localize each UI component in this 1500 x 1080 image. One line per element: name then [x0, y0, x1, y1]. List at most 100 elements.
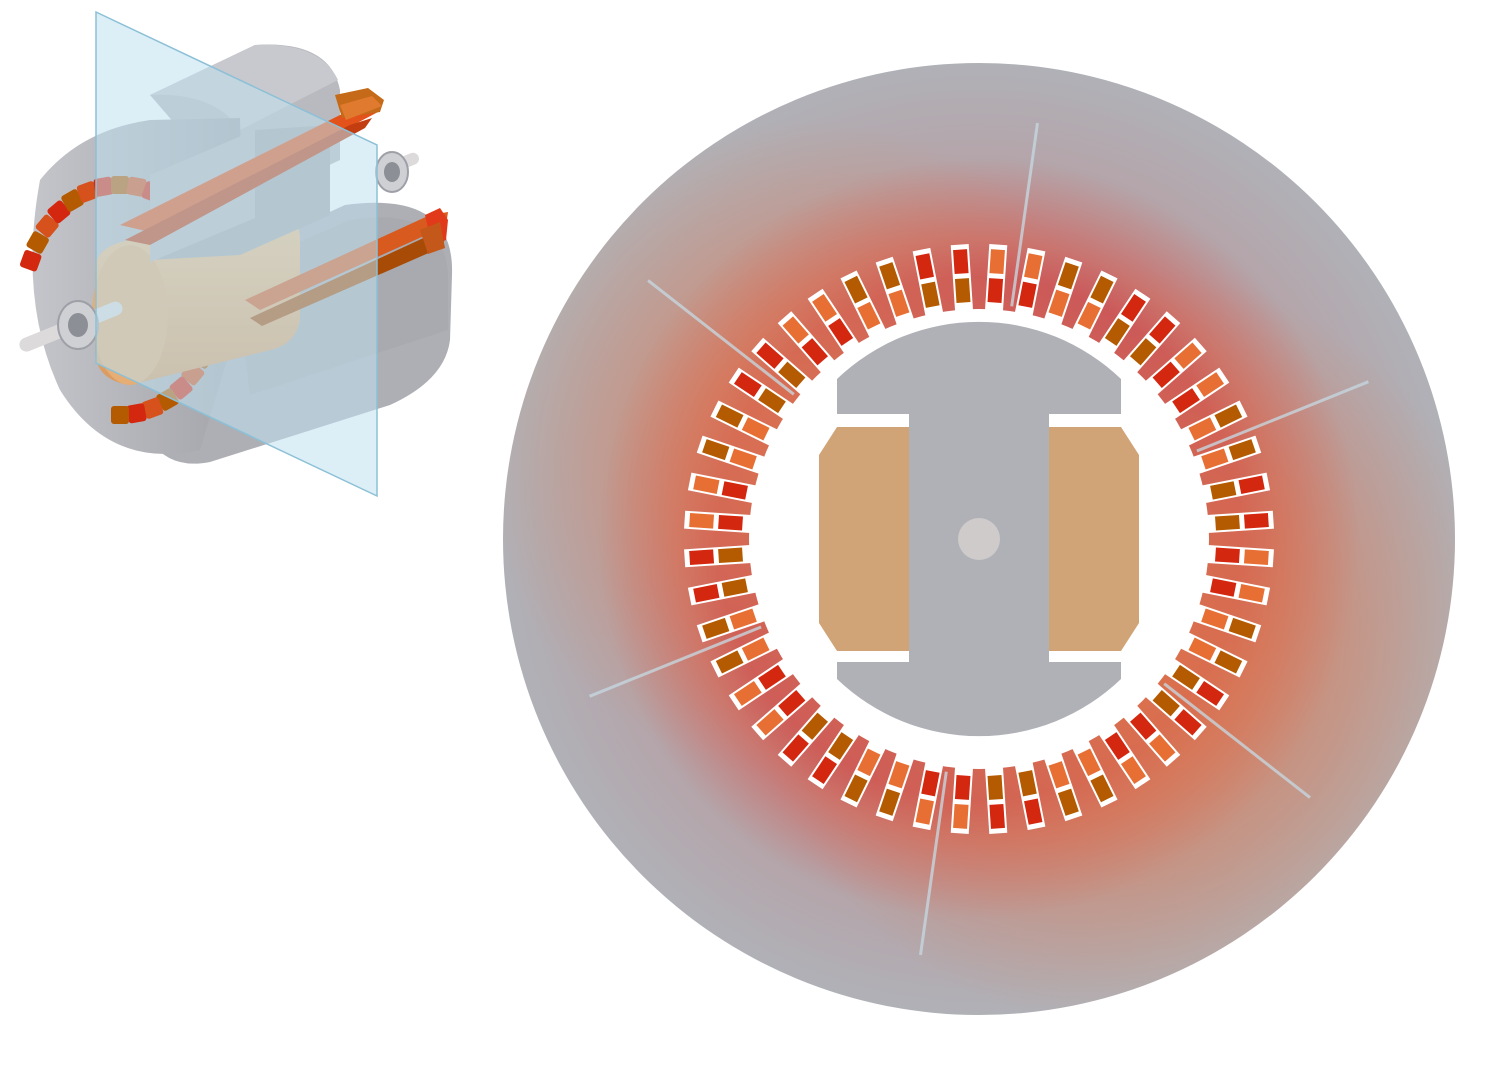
end-turn-coil — [20, 250, 42, 272]
stator-slot — [1176, 630, 1248, 678]
coil-side-inner — [888, 761, 910, 789]
coil-side-outer — [756, 342, 784, 369]
coil-side-outer — [1174, 709, 1202, 736]
stator-slot — [687, 574, 761, 606]
coil-side-outer — [1228, 439, 1256, 461]
stator-slot — [684, 544, 756, 568]
end-turn-coil — [126, 403, 147, 424]
stator-slot — [840, 270, 888, 342]
stator-slot — [696, 602, 769, 643]
stator-slot — [1096, 721, 1151, 790]
coil-side-outer — [702, 439, 730, 461]
coil-side-inner — [857, 301, 881, 330]
stator-slot — [1197, 472, 1271, 504]
stator-slot — [1014, 757, 1046, 831]
end-turn-coil — [47, 200, 71, 224]
stator-slot — [710, 400, 782, 448]
rotor-winding-right — [1049, 427, 1139, 651]
coil-side-outer — [702, 617, 730, 639]
coil-side-outer — [1120, 293, 1146, 322]
end-turn-coil — [76, 181, 99, 203]
segment-joint — [647, 279, 795, 396]
coil-side-outer — [756, 709, 784, 736]
coil-side-inner — [1130, 712, 1157, 740]
coil-side-inner — [718, 514, 743, 531]
coil-side-inner — [1152, 361, 1180, 388]
coil-side-outer — [844, 774, 868, 803]
bearing-front-inner — [68, 313, 88, 337]
stator-slot — [840, 736, 888, 808]
stator-slot — [1070, 736, 1118, 808]
stator-slot — [1202, 510, 1274, 534]
coil-side-inner — [828, 318, 854, 346]
coil-side-outer — [812, 756, 838, 785]
coil-side-outer — [689, 549, 715, 565]
coil-side-inner — [1188, 417, 1217, 441]
stator-slot — [710, 630, 782, 678]
coil-side-outer — [989, 249, 1005, 275]
coil-side-inner — [1152, 690, 1180, 717]
coil-side-inner — [1201, 608, 1229, 630]
coil-side-inner — [1048, 761, 1070, 789]
stator-slot — [1189, 435, 1262, 476]
stator-slots — [684, 244, 1274, 834]
coil-side-inner — [1104, 318, 1130, 346]
coil-side-inner — [921, 770, 940, 797]
coil-side-inner — [1018, 281, 1037, 308]
coil-side-outer — [1149, 734, 1176, 762]
winding-end-turns-back-top — [335, 88, 384, 120]
cross-section-view — [503, 63, 1455, 1015]
segment-joint — [1196, 380, 1369, 453]
winding-end-turns-back-right — [420, 208, 448, 254]
coil-side-inner — [954, 278, 971, 303]
segment-joint — [1163, 682, 1311, 799]
coil-side-inner — [721, 578, 748, 597]
rotor-center-right — [1041, 414, 1055, 662]
section-plane — [95, 10, 378, 498]
coil-side-outer — [782, 734, 809, 762]
rotor-center-left — [903, 414, 917, 662]
coil-side-outer — [1238, 475, 1265, 494]
stator-slot — [1161, 656, 1230, 711]
coil-side-outer — [812, 293, 838, 322]
stator-slot — [912, 757, 944, 831]
coil-side-outer — [782, 316, 809, 344]
coil-side-inner — [888, 289, 910, 317]
coil-side-outer — [715, 404, 744, 428]
coil-side-outer — [715, 650, 744, 674]
coil-side-inner — [1210, 578, 1237, 597]
stator-slot — [807, 288, 862, 357]
stator-slot — [1142, 680, 1207, 741]
coil-side-outer — [915, 798, 934, 825]
coil-side-inner — [987, 775, 1004, 800]
stator-slot — [1070, 270, 1118, 342]
coil-side-inner — [1215, 547, 1240, 564]
stator-slot — [684, 510, 756, 534]
coil-side-inner — [718, 547, 743, 564]
segment-joint — [589, 625, 762, 698]
coil-side-outer — [953, 249, 969, 275]
stator-slot — [777, 311, 838, 376]
coil-side-inner — [741, 637, 770, 661]
stator-slot — [1096, 288, 1151, 357]
stator-slot — [751, 337, 816, 398]
coil-side-inner — [758, 388, 786, 414]
stator-slot — [1142, 337, 1207, 398]
coil-side-inner — [1172, 388, 1200, 414]
stator-slot — [1176, 400, 1248, 448]
coil-side-inner — [987, 278, 1004, 303]
stator-slot — [728, 367, 797, 422]
coil-side-inner — [1188, 637, 1217, 661]
stator-slot — [950, 762, 974, 834]
coil-side-inner — [857, 748, 881, 777]
end-turn-coil — [35, 214, 59, 238]
stator-slot — [696, 435, 769, 476]
coil-side-outer — [689, 513, 715, 529]
stator-slot — [1042, 256, 1083, 329]
stator-slot — [687, 472, 761, 504]
end-turn-coil — [141, 397, 164, 419]
coil-side-outer — [733, 372, 762, 398]
stator-slot — [728, 656, 797, 711]
coil-side-outer — [1090, 774, 1114, 803]
